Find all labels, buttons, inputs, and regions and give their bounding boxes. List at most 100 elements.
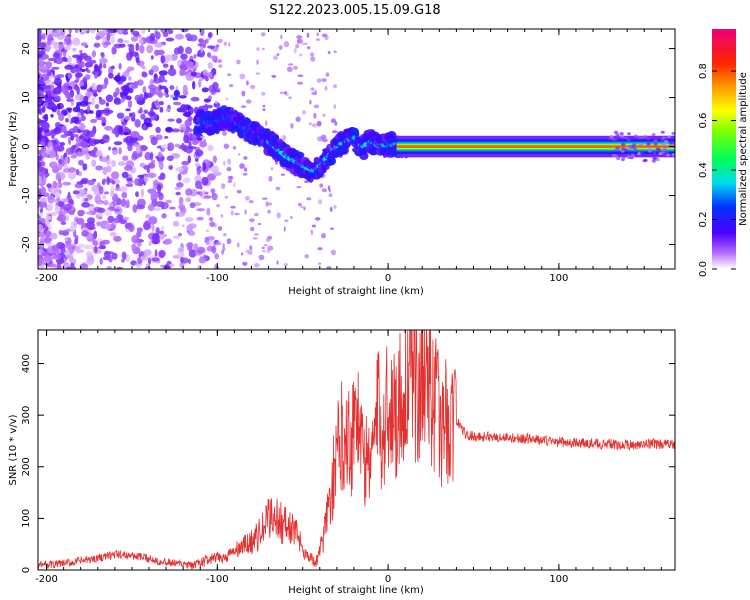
heatmap-cell bbox=[240, 115, 246, 120]
heatmap-cell bbox=[662, 147, 667, 151]
heatmap-cell bbox=[55, 172, 61, 181]
heatmap-cell bbox=[166, 155, 174, 162]
heatmap-cell bbox=[85, 251, 93, 258]
heatmap-cell bbox=[88, 59, 97, 64]
heatmap-cell bbox=[169, 94, 174, 98]
heatmap-cell bbox=[616, 157, 621, 160]
heatmap-cell bbox=[143, 175, 149, 183]
heatmap-cell bbox=[97, 207, 106, 214]
heatmap-cell bbox=[142, 86, 147, 93]
heatmap-cell bbox=[135, 145, 141, 154]
heatmap-cell bbox=[72, 47, 77, 52]
heatmap-cell bbox=[38, 59, 44, 68]
colorbar-label: Normalized spectral amplitude bbox=[738, 72, 749, 226]
heatmap-cell bbox=[249, 218, 255, 223]
heatmap-cell bbox=[652, 157, 657, 160]
heatmap-cell bbox=[110, 222, 117, 231]
heatmap-cell bbox=[143, 249, 152, 257]
heatmap-cell bbox=[227, 179, 233, 183]
heatmap-cell bbox=[147, 172, 157, 179]
heatmap-cell bbox=[632, 143, 637, 147]
heatmap-cell bbox=[262, 249, 266, 253]
snr-xtick-label: 100 bbox=[549, 574, 568, 585]
heatmap-cell bbox=[206, 71, 213, 78]
spectrogram-ytick-label: 10 bbox=[21, 91, 32, 104]
heatmap-cell bbox=[104, 77, 109, 86]
heatmap-cell bbox=[144, 151, 152, 161]
heatmap-cell bbox=[643, 158, 648, 162]
heatmap-cell bbox=[117, 38, 124, 44]
heatmap-cell bbox=[38, 251, 42, 256]
heatmap-cell bbox=[213, 242, 216, 248]
heatmap-cell bbox=[40, 197, 47, 203]
heatmap-cell bbox=[239, 73, 246, 80]
heatmap-cell bbox=[102, 63, 107, 69]
heatmap-cell bbox=[84, 198, 89, 202]
heatmap-cell bbox=[66, 98, 74, 102]
heatmap-cell bbox=[45, 215, 53, 221]
heatmap-cell bbox=[136, 227, 143, 233]
heatmap-cell bbox=[621, 142, 626, 146]
heatmap-cell bbox=[131, 234, 140, 244]
heatmap-cell bbox=[54, 56, 64, 65]
heatmap-cell bbox=[206, 173, 216, 181]
heatmap-cell bbox=[316, 78, 322, 83]
heatmap-cell bbox=[165, 126, 174, 133]
heatmap-cell bbox=[318, 199, 323, 205]
heatmap-cell bbox=[156, 201, 165, 208]
heatmap-cell bbox=[245, 99, 252, 104]
heatmap-cell bbox=[243, 156, 248, 160]
heatmap-cell bbox=[157, 151, 163, 159]
heatmap-cell bbox=[188, 223, 197, 229]
heatmap-cell bbox=[48, 263, 57, 268]
heatmap-cell bbox=[278, 45, 283, 50]
heatmap-cell bbox=[262, 104, 266, 108]
heatmap-cell bbox=[102, 194, 107, 200]
heatmap-cell bbox=[176, 182, 184, 188]
heatmap-cell bbox=[46, 68, 51, 75]
spectrogram-ytick-label: 0 bbox=[21, 143, 32, 149]
heatmap-cell bbox=[651, 133, 656, 137]
heatmap-cell bbox=[134, 94, 141, 102]
heatmap-cell bbox=[140, 113, 146, 120]
heatmap-cell bbox=[200, 44, 204, 54]
heatmap-cell bbox=[196, 216, 204, 221]
heatmap-cell bbox=[151, 159, 156, 164]
heatmap-cell bbox=[48, 141, 53, 148]
heatmap-cell bbox=[665, 153, 670, 157]
heatmap-cell bbox=[110, 190, 115, 197]
heatmap-cell bbox=[52, 144, 61, 150]
spectrogram-ylabel: Frequency (Hz) bbox=[8, 111, 19, 187]
heatmap-cell bbox=[655, 147, 660, 151]
heatmap-cell bbox=[128, 45, 135, 54]
heatmap-cell bbox=[196, 53, 201, 57]
heatmap-cell bbox=[159, 85, 167, 90]
heatmap-cell bbox=[113, 218, 121, 224]
heatmap-cell bbox=[58, 113, 65, 122]
heatmap-cell bbox=[256, 47, 260, 51]
heatmap-cell bbox=[80, 140, 88, 149]
heatmap-cell bbox=[56, 103, 61, 110]
heatmap-cell bbox=[205, 241, 211, 246]
heatmap-cell bbox=[216, 204, 221, 208]
heatmap-cell bbox=[85, 91, 94, 97]
heatmap-cell bbox=[671, 132, 675, 135]
heatmap-cell bbox=[317, 247, 323, 251]
heatmap-cell bbox=[204, 192, 209, 194]
heatmap-cell bbox=[95, 35, 101, 41]
heatmap-cell bbox=[85, 153, 91, 160]
heatmap-cell bbox=[138, 38, 144, 44]
heatmap-cell bbox=[313, 156, 320, 164]
heatmap-cell bbox=[155, 31, 161, 40]
heatmap-cell bbox=[113, 235, 122, 242]
heatmap-cell bbox=[81, 201, 90, 208]
heatmap-cell bbox=[280, 173, 286, 176]
heatmap-cell bbox=[648, 147, 652, 150]
heatmap-cell bbox=[95, 150, 103, 157]
heatmap-cell bbox=[637, 136, 642, 140]
heatmap-cell bbox=[172, 101, 182, 106]
heatmap-cell bbox=[238, 153, 241, 156]
heatmap-cell bbox=[172, 220, 180, 227]
heatmap-cell bbox=[128, 224, 135, 233]
heatmap-cell bbox=[141, 71, 147, 78]
